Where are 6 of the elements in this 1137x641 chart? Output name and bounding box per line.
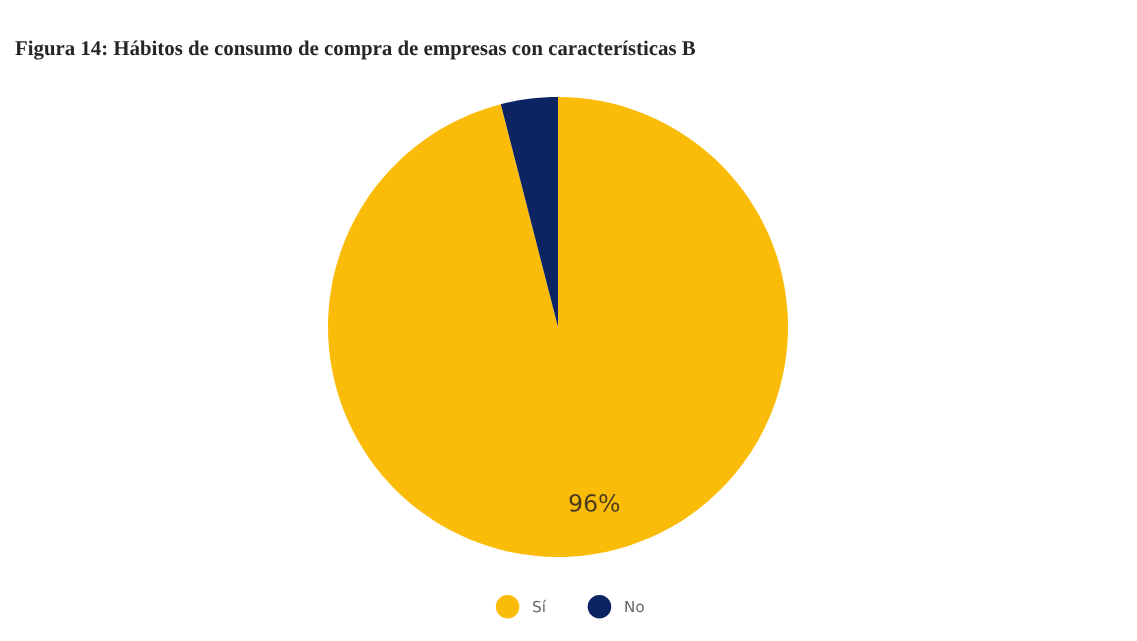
pie-slice xyxy=(328,97,788,557)
data-label: 96% xyxy=(569,493,620,512)
pie-slice xyxy=(500,97,558,327)
legend-label: No xyxy=(625,600,644,613)
legend-label: Sí xyxy=(533,599,547,613)
chart-title: Figura 14: Hábitos de consumo de compra de empresas con características B xyxy=(15,40,696,60)
